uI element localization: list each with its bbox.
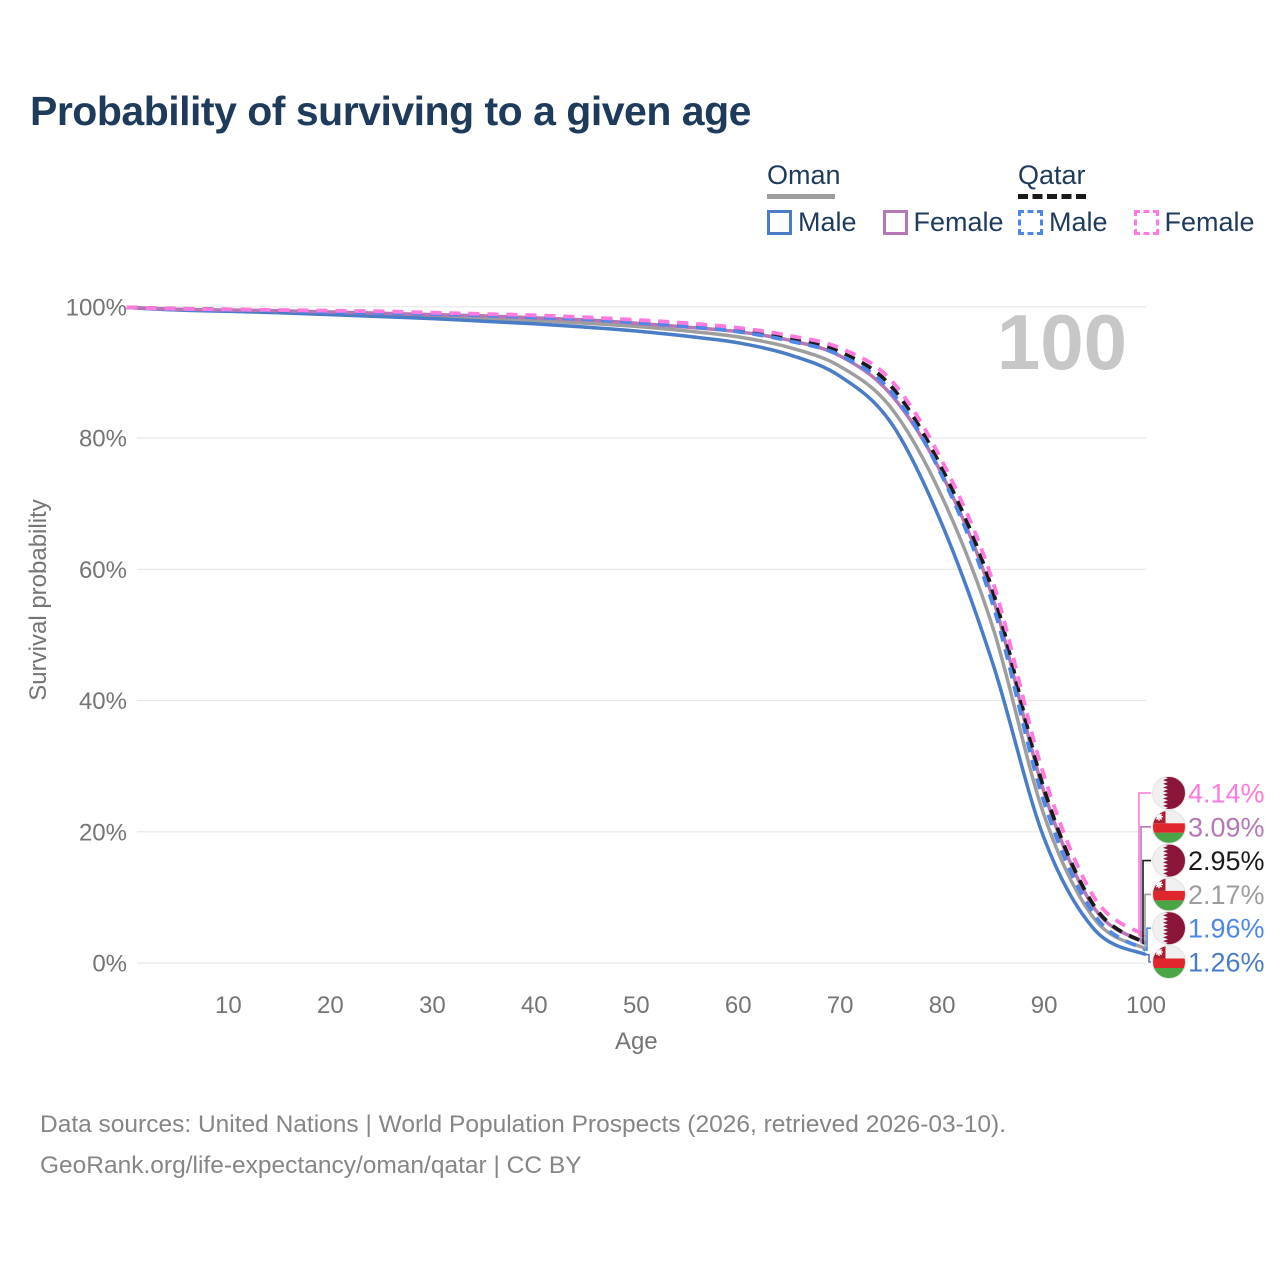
legend-items-qatar: Male Female: [1018, 207, 1255, 238]
series-line-qatar-male[interactable]: [126, 305, 1148, 952]
y-tick-label: 80%: [79, 426, 127, 453]
x-tick-label: 50: [623, 992, 650, 1019]
end-label-oman-male[interactable]: 1.26%: [1188, 948, 1265, 978]
x-tick-label: 10: [215, 992, 242, 1019]
legend-group-oman: Oman Male Female: [767, 160, 1004, 238]
y-tick-label: 100%: [66, 294, 127, 321]
y-tick-label: 0%: [92, 951, 127, 978]
y-axis-title: Survival probability: [25, 499, 52, 700]
legend-item-oman-male[interactable]: Male: [767, 207, 857, 238]
y-tick-label: 40%: [79, 688, 127, 715]
legend-oman-name: Oman: [767, 160, 841, 190]
end-label-qatar-female[interactable]: 4.14%: [1188, 779, 1265, 809]
qatar-line-swatch: [1018, 194, 1086, 199]
footer: Data sources: United Nations | World Pop…: [40, 1104, 1006, 1186]
end-label-oman[interactable]: 2.17%: [1188, 880, 1265, 910]
oman-female-swatch: [882, 210, 908, 235]
x-tick-label: 30: [419, 992, 446, 1019]
qatar-male-swatch: [1018, 210, 1043, 235]
page-title: Probability of surviving to a given age: [30, 88, 751, 134]
qatar-flag-icon: [1153, 844, 1186, 877]
x-tick-label: 60: [725, 992, 752, 1019]
leader-line-qatar-male: [1146, 927, 1151, 951]
series-line-oman[interactable]: [126, 305, 1147, 951]
x-tick-label: 90: [1031, 992, 1058, 1019]
oman-line-swatch: [767, 194, 835, 199]
y-tick-label: 60%: [79, 557, 127, 584]
oman-female-label: Female: [913, 207, 1004, 237]
x-tick-label: 100: [1126, 992, 1166, 1019]
legend-item-qatar-male[interactable]: Male: [1018, 207, 1108, 238]
end-label-qatar[interactable]: 2.95%: [1188, 846, 1265, 876]
footer-link: GeoRank.org/life-expectancy/oman/qatar |…: [40, 1152, 582, 1179]
qatar-flag-icon: [1153, 777, 1186, 810]
oman-male-label: Male: [798, 207, 857, 237]
leader-line-oman: [1144, 893, 1151, 950]
oman-flag-icon: [1153, 878, 1186, 911]
footer-sources: Data sources: United Nations | World Pop…: [40, 1111, 1007, 1138]
qatar-male-label: Male: [1049, 207, 1108, 237]
leader-line-oman-male: [1146, 953, 1151, 963]
legend-group-qatar: Qatar Male Female: [1018, 160, 1255, 238]
x-tick-label: 40: [521, 992, 548, 1019]
x-tick-label: 80: [929, 992, 956, 1019]
x-tick-label: 20: [317, 992, 344, 1019]
legend-item-oman-female[interactable]: Female: [882, 207, 1004, 238]
x-tick-label: 70: [827, 992, 854, 1019]
end-label-qatar-male[interactable]: 1.96%: [1188, 914, 1265, 944]
legend-header-qatar[interactable]: Qatar: [1018, 160, 1086, 199]
oman-male-swatch: [767, 210, 792, 235]
hover-age-watermark: 100: [997, 298, 1127, 386]
legend-items-oman: Male Female: [767, 207, 1004, 238]
oman-flag-icon: [1153, 946, 1186, 979]
series-line-oman-male[interactable]: [126, 305, 1147, 957]
oman-flag-icon: [1153, 810, 1186, 843]
legend-item-qatar-female[interactable]: Female: [1133, 207, 1255, 238]
end-label-oman-female[interactable]: 3.09%: [1188, 812, 1265, 842]
legend-header-oman[interactable]: Oman: [767, 160, 841, 199]
qatar-female-swatch: [1133, 210, 1159, 235]
qatar-female-label: Female: [1164, 207, 1255, 237]
x-axis-title: Age: [615, 1028, 658, 1055]
legend-qatar-name: Qatar: [1018, 160, 1086, 190]
y-tick-label: 20%: [79, 819, 127, 846]
series-line-qatar-female[interactable]: [126, 305, 1148, 938]
qatar-flag-icon: [1153, 912, 1186, 945]
